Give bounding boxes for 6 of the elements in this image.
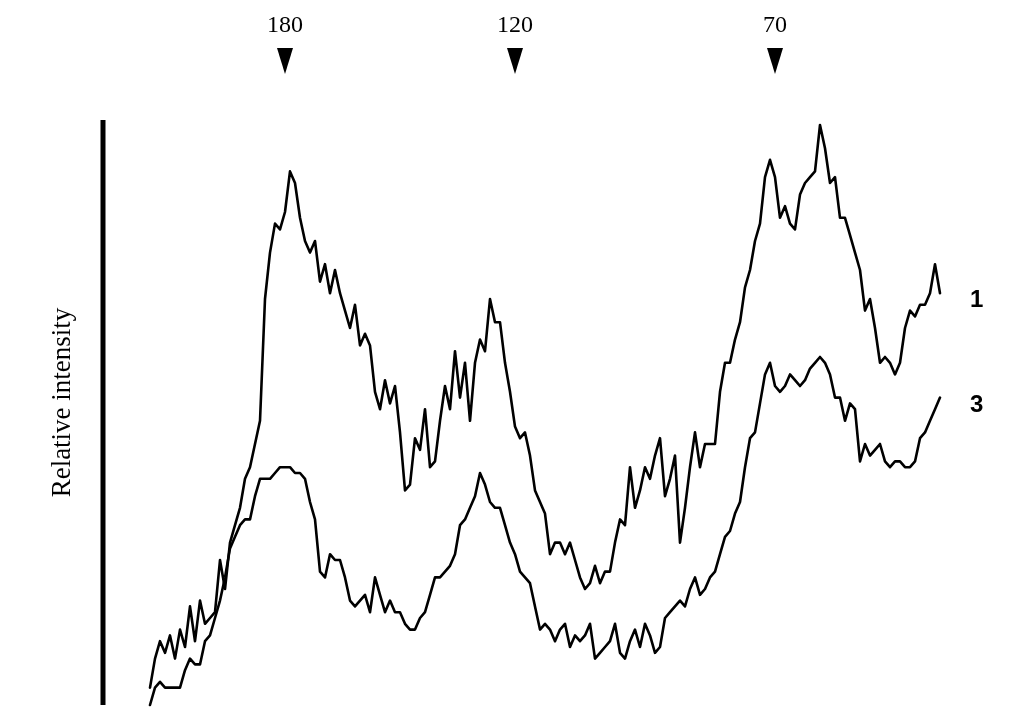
- x-tick-label: 120: [497, 11, 533, 37]
- series-label: 1: [970, 285, 984, 313]
- series-label: 3: [970, 389, 984, 417]
- y-axis-title: Relative intensity: [46, 307, 76, 498]
- x-tick-label: 180: [267, 11, 303, 37]
- x-tick-label: 70: [763, 11, 787, 37]
